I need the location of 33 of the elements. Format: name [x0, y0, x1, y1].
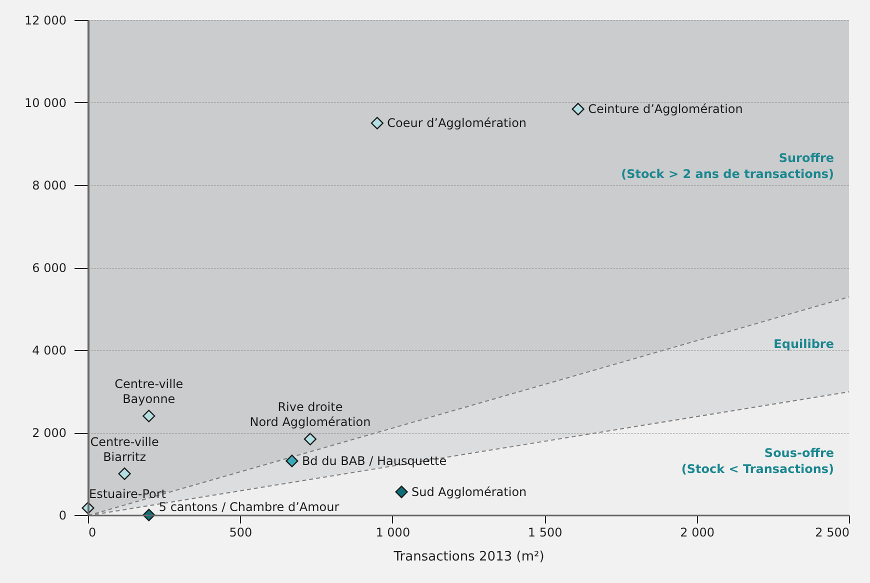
- annotation: Sous-offre (Stock < Transactions): [681, 446, 834, 476]
- annotation: Centre-ville Bayonne: [114, 377, 184, 406]
- annotation: Estuaire-Port: [89, 486, 166, 501]
- y-tick-label: 12 000: [24, 14, 66, 28]
- annotation: Rive droite Nord Agglomération: [250, 400, 371, 430]
- point: [304, 432, 317, 446]
- annotation: Suroffre (Stock > 2 ans de transactions): [621, 151, 834, 182]
- x-axis-title: Transactions 2013 (m²): [392, 550, 544, 564]
- annotation: 5 cantons / Chambre d’Amour: [158, 500, 340, 514]
- point: [572, 102, 584, 116]
- y-tick-label: 10 000: [24, 96, 66, 110]
- point: [370, 116, 384, 130]
- x-tick-label: 2 000: [680, 526, 714, 540]
- annotation: Equilibre: [774, 336, 834, 351]
- x-tick-label: 500: [229, 526, 252, 540]
- point: [286, 454, 298, 468]
- x-tick-label: 1 500: [528, 526, 562, 540]
- x-tick-label: 0: [88, 526, 96, 540]
- y-tick-label: 6 000: [32, 261, 66, 275]
- y-tick-label: 2 000: [32, 426, 66, 440]
- x-tick-label: 1 000: [376, 526, 410, 540]
- annotation: Centre-ville Biarritz: [90, 434, 159, 464]
- point: [142, 410, 156, 422]
- point: [395, 486, 408, 498]
- annotation: Coeur d’Agglomération: [387, 116, 527, 130]
- annotation: Sud Agglomération: [412, 484, 527, 499]
- annotation: Ceinture d’Agglomération: [588, 102, 743, 116]
- y-tick-label: 8 000: [32, 178, 66, 192]
- annotation: Bd du BAB / Hausquette: [302, 454, 447, 468]
- point: [118, 467, 131, 480]
- x-tick-label: 2 500: [815, 526, 850, 540]
- y-tick-label: 4 000: [32, 344, 66, 358]
- y-tick-label: 0: [58, 508, 66, 522]
